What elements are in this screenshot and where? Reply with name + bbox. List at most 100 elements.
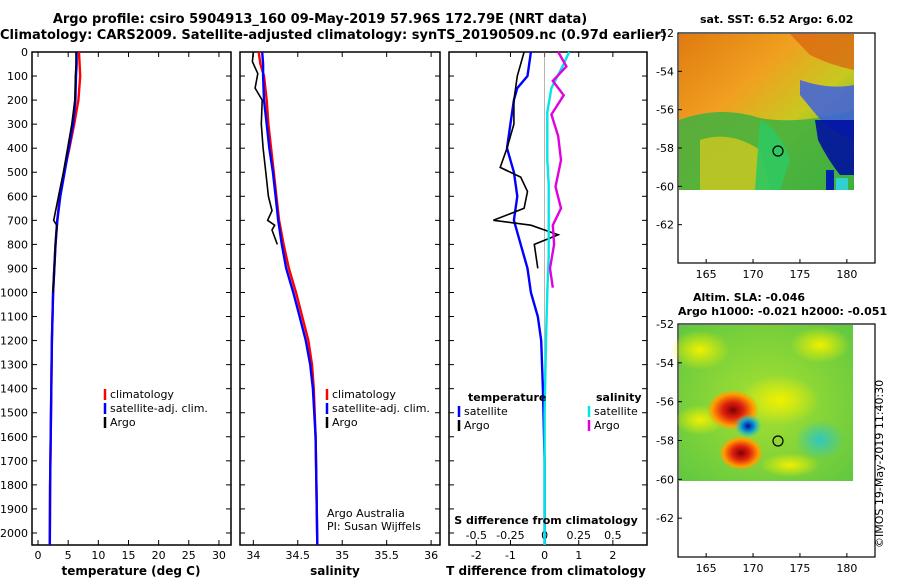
legend-entry: Argo (332, 416, 358, 429)
depth-tick-label: 1900 (0, 503, 28, 516)
depth-tick-label: 0 (21, 46, 28, 59)
x-tick-label: 30 (212, 549, 226, 562)
map-y-tick-label: -60 (656, 473, 674, 486)
legend-title-salinity: salinity (596, 391, 642, 404)
difference-axis-label: T difference from climatology (446, 564, 646, 578)
depth-tick-label: 600 (7, 190, 28, 203)
depth-tick-label: 400 (7, 142, 28, 155)
depth-tick-label: 300 (7, 118, 28, 131)
depth-tick-label: 800 (7, 238, 28, 251)
legend-entry: satellite (464, 405, 508, 418)
s-difference-axis-label: S difference from climatology (454, 514, 638, 527)
x-tick-label: 5 (65, 549, 72, 562)
s-diff-tick-label: -0.25 (496, 529, 524, 542)
map-y-tick-label: -52 (656, 27, 674, 40)
series-satellite-line (543, 51, 571, 545)
map-y-tick-label: -60 (656, 180, 674, 193)
x-tick-label: 34 (246, 549, 260, 562)
x-tick-label: -2 (471, 549, 482, 562)
x-tick-label: 25 (182, 549, 196, 562)
map-y-tick-label: -58 (656, 142, 674, 155)
depth-tick-label: 1200 (0, 335, 28, 348)
depth-tick-label: 1800 (0, 479, 28, 492)
temperature-panel: 0100200300400500600700800900100011001200… (0, 46, 232, 578)
legend-title-temperature: temperature (468, 391, 546, 404)
depth-tick-label: 700 (7, 214, 28, 227)
series-satellite-adj-clim--line (48, 52, 78, 546)
depth-tick-label: 100 (7, 70, 28, 83)
x-tick-label: 15 (121, 549, 135, 562)
salinity-axis-label: salinity (310, 564, 360, 578)
depth-tick-label: 1300 (0, 359, 28, 372)
x-tick-label: 36 (424, 549, 438, 562)
x-tick-label: 35.5 (374, 549, 399, 562)
difference-panel-frame (448, 51, 648, 546)
legend-entry: climatology (110, 388, 174, 401)
series-satellite-adj-clim--line (261, 51, 319, 546)
x-tick-label: 35 (335, 549, 349, 562)
figure-title-line1: Argo profile: csiro 5904913_160 09-May-2… (52, 12, 588, 27)
legend-entry: climatology (332, 388, 396, 401)
depth-tick-label: 1700 (0, 455, 28, 468)
credit-line2: PI: Susan Wijffels (327, 520, 421, 533)
series-climatology-line (48, 51, 82, 546)
salinity-panel-frame (239, 51, 441, 546)
sla-map: 165 170 175 180 -52 -54 -56 -58 -60 -62 (656, 318, 876, 575)
x-tick-label: -1 (505, 549, 516, 562)
map-y-tick-label: -56 (656, 104, 674, 117)
x-tick-label: 0 (35, 549, 42, 562)
series-argo-line (548, 51, 568, 288)
series-argo-line (251, 51, 279, 245)
map-x-tick-label: 175 (789, 268, 810, 281)
map-x-tick-label: 170 (743, 268, 764, 281)
sst-map-title: sat. SST: 6.52 Argo: 6.02 (700, 13, 854, 26)
depth-tick-label: 500 (7, 166, 28, 179)
x-tick-label: 34.5 (286, 549, 311, 562)
sla-map-title-line2: Argo h1000: -0.021 h2000: -0.051 (678, 305, 888, 318)
x-tick-label: 10 (91, 549, 105, 562)
map-y-tick-label: -62 (656, 512, 674, 525)
map-y-tick-label: -58 (656, 435, 674, 448)
map-y-tick-label: -52 (656, 318, 674, 331)
sst-map: 165 170 175 180 -52 -54 -56 -58 -60 -62 (656, 27, 876, 281)
s-diff-tick-label: -0.5 (466, 529, 487, 542)
map-x-tick-label: 170 (743, 562, 764, 575)
sla-float-marker (772, 435, 784, 447)
legend-entry: Argo (110, 416, 136, 429)
depth-tick-label: 1600 (0, 431, 28, 444)
sst-float-marker (772, 145, 784, 157)
map-x-tick-label: 175 (789, 562, 810, 575)
x-tick-label: 1 (575, 549, 582, 562)
s-diff-tick-label: 0.25 (566, 529, 591, 542)
series-argo-line (52, 52, 77, 293)
x-tick-label: 0 (541, 549, 548, 562)
legend-entry: satellite (594, 405, 638, 418)
sla-field (670, 325, 853, 481)
map-y-tick-label: -54 (656, 357, 674, 370)
depth-tick-label: 1500 (0, 407, 28, 420)
sst-field (679, 34, 854, 190)
map-x-tick-label: 165 (696, 562, 717, 575)
depth-tick-label: 900 (7, 262, 28, 275)
depth-tick-label: 1100 (0, 311, 28, 324)
depth-tick-label: 2000 (0, 527, 28, 540)
depth-tick-label: 200 (7, 94, 28, 107)
sla-map-title-line1: Altim. SLA: -0.046 (693, 291, 806, 304)
temperature-panel-frame (31, 51, 232, 546)
map-y-tick-label: -62 (656, 219, 674, 232)
map-x-tick-label: 180 (836, 562, 857, 575)
map-x-tick-label: 180 (836, 268, 857, 281)
map-x-tick-label: 165 (696, 268, 717, 281)
figure-title-line2: Climatology: CARS2009. Satellite-adjuste… (0, 28, 667, 43)
temperature-axis-label: temperature (deg C) (62, 564, 201, 578)
salinity-panel: 34 34.5 35 35.5 36 climatologysatellite-adj. … (239, 51, 441, 578)
credit-line1: Argo Australia (327, 507, 405, 520)
legend-entry: Argo (464, 419, 490, 432)
x-tick-label: 20 (152, 549, 166, 562)
map-y-tick-label: -56 (656, 396, 674, 409)
depth-tick-label: 1000 (0, 286, 28, 299)
x-tick-label: 2 (609, 549, 616, 562)
legend-entry: satellite-adj. clim. (110, 402, 208, 415)
